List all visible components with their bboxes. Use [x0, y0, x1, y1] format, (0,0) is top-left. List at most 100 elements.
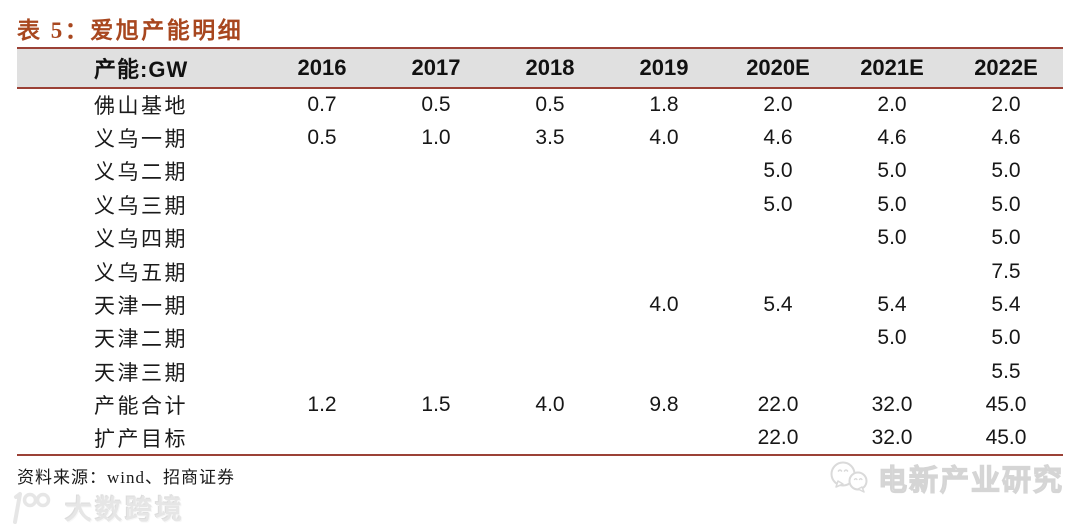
value-cell	[835, 255, 949, 288]
value-cell	[379, 322, 493, 355]
value-cell	[265, 288, 379, 321]
table-header-row: 产能:GW 2016 2017 2018 2019 2020E 2021E 20…	[17, 48, 1063, 88]
value-cell	[265, 222, 379, 255]
value-cell	[721, 255, 835, 288]
value-cell: 9.8	[649, 393, 679, 417]
value-cell	[721, 222, 835, 255]
value-cell	[265, 255, 379, 288]
value-cell: 1.2	[307, 393, 337, 417]
value-cell: 1.5	[421, 393, 451, 417]
value-cell: 0.5	[307, 126, 337, 150]
value-cell	[493, 255, 607, 288]
column-header-2016: 2016	[297, 55, 347, 80]
table-row: 天津一期 4.0 5.4 5.4 5.4	[17, 288, 1063, 321]
value-cell	[607, 355, 721, 388]
value-cell: 5.0	[991, 159, 1021, 183]
column-header-2022e: 2022E	[974, 55, 1038, 80]
row-label: 扩产目标	[94, 427, 188, 452]
value-cell: 2.0	[763, 93, 793, 117]
table-row: 佛山基地 0.7 0.5 0.5 1.8 2.0 2.0 2.0	[17, 88, 1063, 121]
value-cell: 5.0	[991, 326, 1021, 350]
value-cell: 1.8	[649, 93, 679, 117]
value-cell	[265, 355, 379, 388]
value-cell: 22.0	[757, 426, 799, 450]
watermark-left-label: 大数跨境	[65, 495, 185, 525]
value-cell	[379, 288, 493, 321]
value-cell: 4.0	[535, 393, 565, 417]
value-cell: 4.6	[991, 126, 1021, 150]
value-cell	[265, 422, 379, 455]
table-row: 天津二期 5.0 5.0	[17, 322, 1063, 355]
value-cell	[379, 255, 493, 288]
value-cell: 5.0	[877, 226, 907, 250]
value-cell	[265, 188, 379, 221]
dashu-100-logo-icon	[5, 491, 59, 525]
table-row: 产能合计 1.2 1.5 4.0 9.8 22.0 32.0 45.0	[17, 389, 1063, 422]
value-cell	[493, 222, 607, 255]
value-cell	[607, 155, 721, 188]
value-cell: 5.4	[991, 293, 1021, 317]
value-cell	[721, 355, 835, 388]
value-cell: 0.5	[535, 93, 565, 117]
wechat-icon	[828, 460, 870, 496]
table-row: 义乌一期 0.5 1.0 3.5 4.0 4.6 4.6 4.6	[17, 121, 1063, 154]
value-cell: 45.0	[985, 426, 1027, 450]
value-cell	[379, 355, 493, 388]
value-cell: 5.0	[877, 326, 907, 350]
value-cell: 3.5	[535, 126, 565, 150]
table-row: 义乌二期 5.0 5.0 5.0	[17, 155, 1063, 188]
table-row: 天津三期 5.5	[17, 355, 1063, 388]
column-header-2021e: 2021E	[860, 55, 924, 80]
watermark-left: 大数跨境	[5, 488, 185, 527]
value-cell: 5.0	[763, 159, 793, 183]
value-cell: 5.0	[877, 159, 907, 183]
table-row: 义乌四期 5.0 5.0	[17, 222, 1063, 255]
watermark-right-label: 电新产业研究	[877, 464, 1064, 497]
value-cell: 4.0	[649, 126, 679, 150]
value-cell	[379, 155, 493, 188]
value-cell: 45.0	[985, 393, 1027, 417]
value-cell	[607, 222, 721, 255]
value-cell: 32.0	[871, 393, 913, 417]
value-cell: 0.7	[307, 93, 337, 117]
value-cell	[607, 188, 721, 221]
table-row: 义乌三期 5.0 5.0 5.0	[17, 188, 1063, 221]
value-cell: 32.0	[871, 426, 913, 450]
value-cell	[493, 288, 607, 321]
row-label: 义乌四期	[94, 227, 188, 252]
row-label: 天津一期	[94, 294, 188, 319]
value-cell	[493, 322, 607, 355]
row-label: 天津二期	[94, 327, 188, 352]
table-row: 义乌五期 7.5	[17, 255, 1063, 288]
value-cell: 1.0	[421, 126, 451, 150]
column-header-2019: 2019	[639, 55, 689, 80]
value-cell	[607, 255, 721, 288]
value-cell: 4.6	[877, 126, 907, 150]
column-header-2018: 2018	[525, 55, 575, 80]
row-label: 天津三期	[94, 360, 188, 385]
row-label: 义乌五期	[94, 260, 188, 285]
row-label: 佛山基地	[94, 94, 188, 119]
row-label: 义乌二期	[94, 160, 188, 185]
value-cell: 4.0	[649, 293, 679, 317]
table-title: 表 5：爱旭产能明细	[17, 18, 244, 43]
row-label: 义乌三期	[94, 193, 188, 218]
value-cell: 22.0	[757, 393, 799, 417]
value-cell: 5.5	[991, 359, 1021, 383]
table-row: 扩产目标 22.0 32.0 45.0	[17, 422, 1063, 455]
value-cell: 5.0	[877, 192, 907, 216]
row-label: 义乌一期	[94, 127, 188, 152]
value-cell	[265, 155, 379, 188]
value-cell: 7.5	[991, 259, 1021, 283]
value-cell	[493, 155, 607, 188]
value-cell	[607, 322, 721, 355]
table-body: 佛山基地 0.7 0.5 0.5 1.8 2.0 2.0 2.0 义乌一期 0.5 1.0 3.5 4.…	[17, 88, 1063, 455]
value-cell: 4.6	[763, 126, 793, 150]
value-cell	[379, 422, 493, 455]
value-cell	[493, 188, 607, 221]
value-cell: 5.0	[991, 192, 1021, 216]
capacity-table: 产能:GW 2016 2017 2018 2019 2020E 2021E 20…	[17, 47, 1063, 457]
value-cell	[379, 188, 493, 221]
value-cell	[607, 422, 721, 455]
